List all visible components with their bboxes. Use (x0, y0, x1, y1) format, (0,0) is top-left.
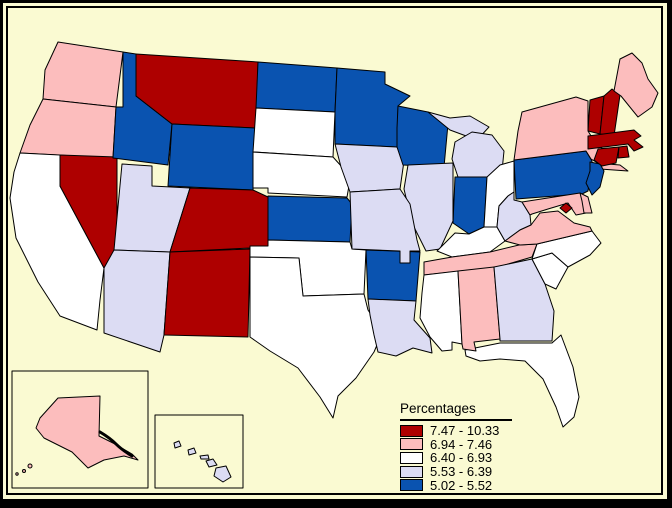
state-louisiana (367, 298, 433, 357)
legend-swatch-class-5 (400, 479, 423, 492)
alaska-aleutian-island (27, 463, 33, 469)
legend-label-class-2: 6.94 - 7.46 (430, 436, 493, 452)
legend-title: Percentages (400, 401, 476, 416)
state-alabama (457, 266, 501, 352)
alaska-aleutian-island (15, 472, 19, 476)
state-arkansas (365, 249, 421, 302)
legend-label-class-4: 5.53 - 6.39 (430, 464, 493, 480)
hawaii-inset-box (154, 414, 244, 489)
legend-divider (400, 419, 512, 421)
legend-row: 6.94 - 7.46 (400, 436, 520, 452)
state-hawaii-kauai (173, 440, 182, 449)
state-new-mexico (163, 248, 251, 338)
state-nebraska (252, 151, 351, 198)
legend-swatch-class-1 (400, 424, 423, 437)
state-missouri (349, 188, 421, 264)
state-north-carolina (531, 230, 602, 268)
alaska-archipelago (98, 430, 134, 458)
legend-swatch-class-4 (400, 465, 423, 478)
state-wyoming (167, 123, 257, 191)
legend-row: 5.53 - 6.39 (400, 464, 520, 480)
state-hawaii-oahu (187, 447, 197, 456)
state-massachusetts (587, 129, 644, 152)
legend-swatch-class-2 (400, 438, 423, 451)
state-hawaii-big-island (213, 465, 232, 483)
map-legend: Percentages 7.47 - 10.33 6.94 - 7.46 6.4… (400, 401, 520, 493)
alaska-inset-box (11, 370, 149, 489)
state-south-dakota (252, 107, 336, 158)
state-hawaii-maui (205, 458, 218, 468)
state-north-dakota (255, 61, 338, 113)
state-rhode-island (617, 145, 630, 159)
state-alaska (35, 395, 139, 469)
state-washington (42, 41, 124, 108)
state-kansas (267, 195, 353, 243)
state-new-hampshire (599, 88, 621, 137)
legend-row: 6.40 - 6.93 (400, 450, 520, 466)
state-oregon (19, 98, 117, 159)
legend-label-class-5: 5.02 - 5.52 (430, 477, 493, 493)
state-connecticut (593, 146, 620, 167)
state-arizona (103, 249, 171, 353)
legend-swatch-class-3 (400, 451, 423, 464)
state-hawaii-molokai (199, 454, 210, 460)
state-maine (613, 52, 659, 118)
alaska-aleutian-island (22, 469, 26, 473)
state-district-of-columbia (559, 202, 573, 214)
legend-row: 5.02 - 5.52 (400, 477, 520, 493)
legend-label-class-3: 6.40 - 6.93 (430, 450, 493, 466)
state-indiana (452, 176, 488, 235)
state-delaware (579, 192, 593, 214)
state-florida (464, 334, 580, 428)
legend-label-class-1: 7.47 - 10.33 (430, 423, 500, 439)
legend-row: 7.47 - 10.33 (400, 423, 520, 439)
state-illinois (403, 162, 454, 252)
state-texas (249, 256, 381, 419)
state-virginia (504, 210, 593, 246)
